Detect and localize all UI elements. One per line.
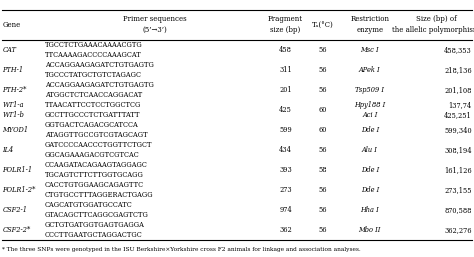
Text: 56: 56 [318, 66, 327, 74]
Text: 273: 273 [279, 186, 292, 194]
Text: 458,353: 458,353 [444, 46, 472, 54]
Text: 201,108: 201,108 [444, 86, 472, 94]
Text: CCCTTGAATGCTAGGACTGC: CCCTTGAATGCTAGGACTGC [45, 231, 143, 239]
Text: CSF2-1: CSF2-1 [2, 206, 27, 214]
Text: 60: 60 [318, 126, 327, 134]
Text: 218,136: 218,136 [444, 66, 472, 74]
Text: WT1-a: WT1-a [2, 101, 24, 109]
Text: GCTGTGATGGTGAGTGAGGA: GCTGTGATGGTGAGTGAGGA [45, 221, 145, 229]
Text: Fragment: Fragment [268, 15, 303, 23]
Text: Restriction: Restriction [350, 15, 389, 23]
Text: ATAGGTTGCCGTCGTAGCAGT: ATAGGTTGCCGTCGTAGCAGT [45, 131, 148, 139]
Text: CSF2-2*: CSF2-2* [2, 226, 31, 234]
Text: GCCTTGCCCTCTGATTTATT: GCCTTGCCCTCTGATTTATT [45, 111, 140, 119]
Text: WT1-b: WT1-b [2, 111, 24, 119]
Text: 273,155: 273,155 [444, 186, 472, 194]
Text: TTCAAAAGACCCCAAAGCAT: TTCAAAAGACCCCAAAGCAT [45, 51, 142, 59]
Text: ATGGCTCTCAACCAGGACAT: ATGGCTCTCAACCAGGACAT [45, 91, 142, 99]
Text: Size (bp) of: Size (bp) of [416, 15, 456, 23]
Text: size (bp): size (bp) [271, 26, 301, 34]
Text: CAGCATGTGGATGCCATC: CAGCATGTGGATGCCATC [45, 201, 133, 209]
Text: CACCTGTGGAAGCAGAGTTC: CACCTGTGGAAGCAGAGTTC [45, 181, 144, 189]
Text: 434: 434 [279, 146, 292, 154]
Text: enzyme: enzyme [356, 26, 383, 34]
Text: 201: 201 [279, 86, 292, 94]
Text: 56: 56 [318, 186, 327, 194]
Text: 362,276: 362,276 [444, 226, 472, 234]
Text: TGCCTCTGAAACAAAACGTG: TGCCTCTGAAACAAAACGTG [45, 41, 143, 49]
Text: GGTGACTCAGACGCATCCA: GGTGACTCAGACGCATCCA [45, 121, 139, 129]
Text: Hpy188 I: Hpy188 I [354, 101, 385, 109]
Text: 308,194: 308,194 [444, 146, 472, 154]
Text: Dde I: Dde I [361, 126, 379, 134]
Text: 311: 311 [279, 66, 292, 74]
Text: APek I: APek I [359, 66, 381, 74]
Text: Dde I: Dde I [361, 186, 379, 194]
Text: CTGTGCCTTTAGGERACTGAGG: CTGTGCCTTTAGGERACTGAGG [45, 191, 154, 199]
Text: 425,251: 425,251 [444, 111, 472, 119]
Text: 137,74: 137,74 [448, 101, 472, 109]
Text: (5’→3’): (5’→3’) [143, 26, 168, 34]
Text: Dde I: Dde I [361, 166, 379, 174]
Text: 56: 56 [318, 226, 327, 234]
Text: Msc I: Msc I [360, 46, 379, 54]
Text: ACCAGGAAGAGATCTGTGAGTG: ACCAGGAAGAGATCTGTGAGTG [45, 81, 154, 89]
Text: Hha I: Hha I [360, 206, 379, 214]
Text: FOLR1-1: FOLR1-1 [2, 166, 33, 174]
Text: 56: 56 [318, 46, 327, 54]
Text: 425: 425 [279, 106, 292, 114]
Text: MYOD1: MYOD1 [2, 126, 28, 134]
Text: 599,340: 599,340 [444, 126, 472, 134]
Text: * The three SNPs were genotyped in the ISU Berkshire×Yorkshire cross F2 animals : * The three SNPs were genotyped in the I… [2, 247, 361, 252]
Text: 60: 60 [318, 106, 327, 114]
Text: 56: 56 [318, 146, 327, 154]
Text: 161,126: 161,126 [444, 166, 472, 174]
Text: 458: 458 [279, 46, 292, 54]
Text: 393: 393 [279, 166, 292, 174]
Text: TGCAGTCTTCTTGGTGCAGG: TGCAGTCTTCTTGGTGCAGG [45, 171, 144, 179]
Text: Tsp509 I: Tsp509 I [355, 86, 384, 94]
Text: CCAAGATACAGAAGTAGGAGC: CCAAGATACAGAAGTAGGAGC [45, 161, 148, 169]
Text: TTAACATTCCTCCTGGCTCG: TTAACATTCCTCCTGGCTCG [45, 101, 141, 109]
Text: 599: 599 [279, 126, 292, 134]
Text: ACCAGGAAGAGATCTGTGAGTG: ACCAGGAAGAGATCTGTGAGTG [45, 61, 154, 69]
Text: PTH-2*: PTH-2* [2, 86, 27, 94]
Text: Gene: Gene [2, 21, 21, 29]
Text: FOLR1-2*: FOLR1-2* [2, 186, 36, 194]
Text: Primer sequences: Primer sequences [123, 15, 187, 23]
Text: CAT: CAT [2, 46, 16, 54]
Text: GATCCCCAACCCTGGTTCTGCT: GATCCCCAACCCTGGTTCTGCT [45, 141, 153, 149]
Text: Aci I: Aci I [362, 111, 377, 119]
Text: the allelic polymorphism: the allelic polymorphism [392, 26, 474, 34]
Text: GTACAGCTTCAGGCGAGTCTG: GTACAGCTTCAGGCGAGTCTG [45, 211, 149, 219]
Text: 974: 974 [279, 206, 292, 214]
Text: Alu I: Alu I [362, 146, 378, 154]
Text: Mbo II: Mbo II [358, 226, 381, 234]
Text: PTH-1: PTH-1 [2, 66, 24, 74]
Text: 58: 58 [318, 166, 327, 174]
Text: GGCAGAAAGACGTCGTCAC: GGCAGAAAGACGTCGTCAC [45, 151, 140, 159]
Text: TGCCCTATGCTGTCTAGAGC: TGCCCTATGCTGTCTAGAGC [45, 71, 142, 79]
Text: IL4: IL4 [2, 146, 14, 154]
Text: 362: 362 [279, 226, 292, 234]
Text: 56: 56 [318, 86, 327, 94]
Text: 56: 56 [318, 206, 327, 214]
Text: 870,588: 870,588 [444, 206, 472, 214]
Text: Tₐ(°C): Tₐ(°C) [311, 21, 333, 29]
